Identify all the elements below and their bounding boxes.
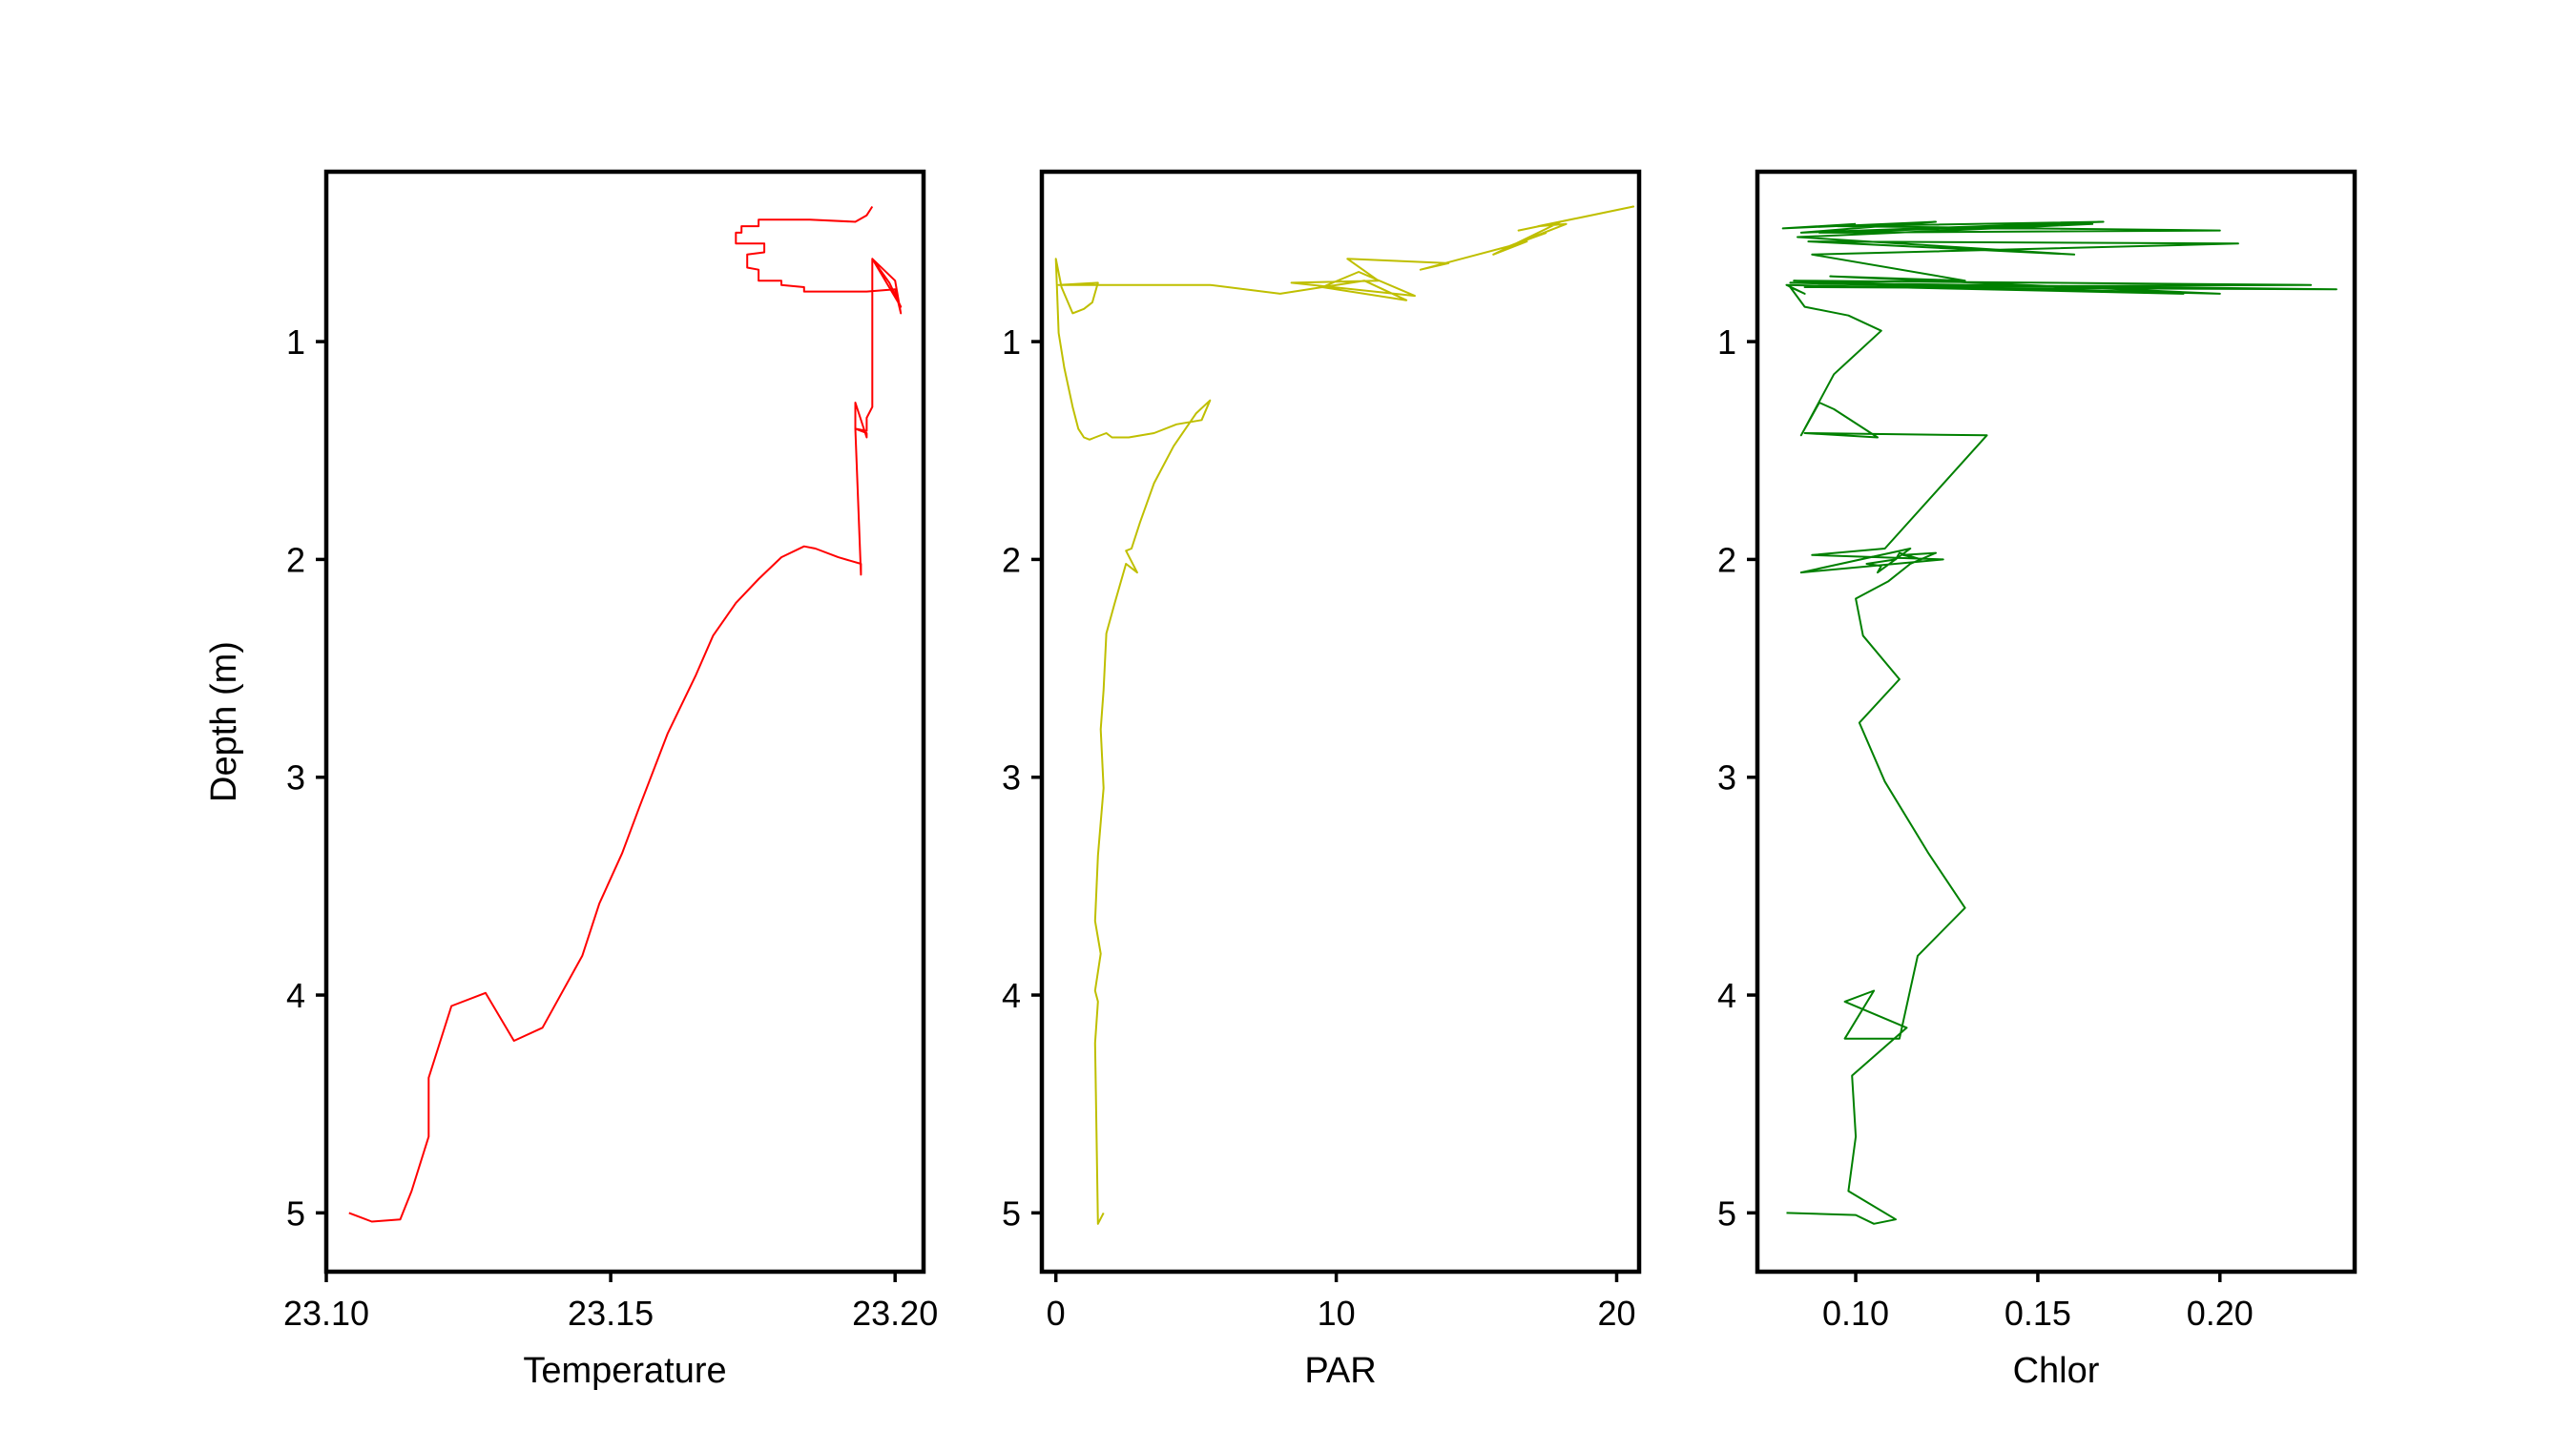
chart-2-y-tick-label: 1: [1002, 322, 1021, 362]
chart-1-x-tick-label: 23.15: [568, 1294, 654, 1333]
chart-3-y-tick-label: 4: [1717, 976, 1736, 1015]
chart-3-x-tick-label: 0.10: [1822, 1294, 1889, 1333]
chart-3-y-tick-label: 3: [1717, 758, 1736, 798]
chart-1-series-line: [348, 205, 903, 1223]
chart-2-y-tick-label: 4: [1002, 976, 1021, 1015]
chart-2-axes-frame: [1039, 169, 1642, 1275]
chart-1-axes-frame: [323, 169, 926, 1275]
chart-1-x-tick-label: 23.10: [283, 1294, 369, 1333]
chart-2-x-tick-label: 20: [1597, 1294, 1635, 1333]
chart-3-y-tick-label: 1: [1717, 322, 1736, 362]
chart-3-x-tick-label: 0.15: [2005, 1294, 2071, 1333]
chart-3-axes-frame: [1755, 169, 2358, 1275]
chart-3-x-axis-label: Chlor: [2013, 1351, 2100, 1391]
chart-2-series-line: [1054, 205, 1635, 1225]
chart-1-y-tick-label: 2: [286, 540, 305, 579]
chart-3-x-tick-label: 0.20: [2187, 1294, 2254, 1333]
chart-1-y-tick-label: 5: [286, 1193, 305, 1233]
chart-1-y-tick-label: 4: [286, 976, 305, 1015]
chart-1-x-axis-label: Temperature: [523, 1351, 726, 1391]
chart-1-panel: 23.10 23.15 23.20 1 2 3 4 5 Temperature Depth (m): [204, 169, 938, 1391]
chart-2-x-tick-label: 0: [1047, 1294, 1066, 1333]
chart-3-y-tick-label: 5: [1717, 1193, 1736, 1233]
chart-1-y-tick-label: 3: [286, 758, 305, 798]
chart-2-x-tick-label: 10: [1318, 1294, 1356, 1333]
chart-1-y-axis-label: Depth (m): [204, 641, 244, 802]
chart-2-y-tick-label: 5: [1002, 1193, 1021, 1233]
chart-2-x-axis-label: PAR: [1304, 1351, 1376, 1391]
chart-2-y-tick-label: 2: [1002, 540, 1021, 579]
chart-3-y-tick-label: 2: [1717, 540, 1736, 579]
chart-1-x-tick-label: 23.20: [852, 1294, 938, 1333]
chart-3-series-line: [1781, 220, 2337, 1225]
chart-3-panel: 0.10 0.15 0.20 1 2 3 4 5 Chlor: [1717, 169, 2358, 1391]
chart-2-y-tick-label: 3: [1002, 758, 1021, 798]
chart-2-panel: 0 10 20 1 2 3 4 5 PAR: [1002, 169, 1642, 1391]
chart-1-y-tick-label: 1: [286, 322, 305, 362]
